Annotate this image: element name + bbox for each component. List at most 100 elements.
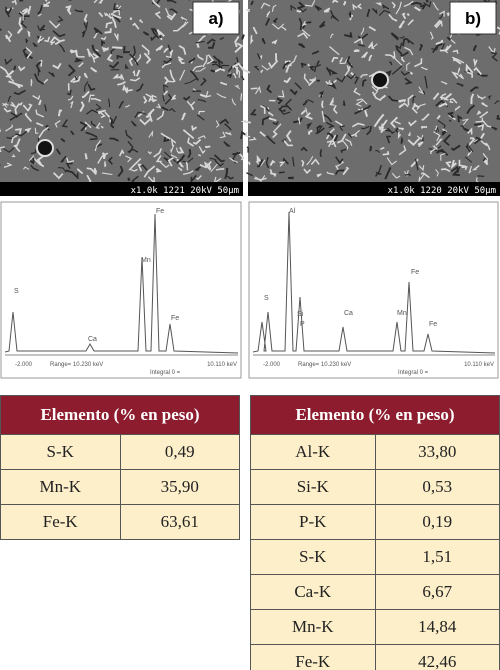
sem-texture xyxy=(321,100,324,109)
sem-texture xyxy=(316,124,322,130)
sem-texture xyxy=(205,90,212,98)
sem-texture xyxy=(271,23,285,30)
sem-texture xyxy=(240,130,247,140)
sem-texture xyxy=(278,90,285,98)
sem-texture xyxy=(433,131,441,142)
sem-texture xyxy=(436,114,441,120)
sem-texture xyxy=(131,120,137,127)
sem-texture xyxy=(354,110,364,115)
sem-texture xyxy=(467,127,473,135)
sem-texture xyxy=(326,121,335,129)
sem-texture xyxy=(227,65,233,72)
sem-texture xyxy=(457,67,461,74)
sem-texture xyxy=(308,78,316,87)
sem-texture xyxy=(197,114,205,121)
sem-texture xyxy=(250,108,257,116)
sem-texture xyxy=(432,43,443,54)
sem-texture xyxy=(300,109,307,115)
sem-texture xyxy=(19,0,24,2)
sem-texture xyxy=(347,132,353,139)
sem-texture xyxy=(482,152,488,164)
sem-texture xyxy=(366,125,372,136)
sem-texture xyxy=(252,26,258,35)
composition-table: Elemento (% en peso) Al-K 33,80 Si-K 0,53 P-K… xyxy=(250,395,500,670)
sem-texture xyxy=(250,0,254,6)
sem-texture xyxy=(407,19,414,26)
sem-texture xyxy=(83,13,88,24)
sem-texture xyxy=(190,174,197,184)
sem-texture xyxy=(282,61,290,70)
sem-texture xyxy=(338,125,345,132)
sem-texture xyxy=(107,156,113,165)
sem-texture xyxy=(163,157,170,163)
sem-texture xyxy=(195,175,202,181)
sem-texture xyxy=(271,39,278,45)
sem-texture xyxy=(353,49,360,53)
sem-texture xyxy=(13,65,16,71)
sem-texture xyxy=(182,21,189,28)
sem-texture xyxy=(378,119,388,131)
sem-texture xyxy=(491,51,498,55)
sem-texture xyxy=(127,148,139,153)
sem-texture xyxy=(44,36,51,43)
sem-texture xyxy=(175,147,180,154)
sem-texture xyxy=(406,37,415,45)
sem-texture xyxy=(331,141,336,146)
sem-texture xyxy=(145,114,152,118)
sem-texture xyxy=(387,127,396,135)
sem-texture xyxy=(301,159,305,167)
sem-texture xyxy=(109,115,118,125)
sem-texture xyxy=(440,168,451,173)
sem-texture xyxy=(98,110,106,119)
sem-texture xyxy=(113,33,119,42)
sem-texture xyxy=(136,83,144,92)
sem-texture xyxy=(15,112,23,119)
sem-texture xyxy=(192,138,202,145)
sem-texture xyxy=(28,155,35,162)
sem-texture xyxy=(35,109,45,118)
sem-texture xyxy=(490,126,498,131)
sem-texture xyxy=(86,48,91,57)
sem-texture xyxy=(250,35,254,45)
sem-texture xyxy=(458,73,464,80)
sem-texture xyxy=(319,91,325,98)
sem-texture xyxy=(185,161,189,171)
sem-texture xyxy=(37,13,42,17)
peak-label: Fe xyxy=(429,321,437,328)
sem-texture xyxy=(131,175,139,184)
sem-texture xyxy=(403,0,414,7)
sem-texture xyxy=(439,10,445,17)
sem-texture xyxy=(491,53,498,62)
sem-texture xyxy=(449,100,454,104)
sem-texture xyxy=(477,175,485,177)
sem-texture xyxy=(401,12,407,20)
sem-texture xyxy=(476,93,483,100)
peak-label: Mn xyxy=(397,310,407,317)
sem-texture xyxy=(90,98,102,102)
peak-label: Fe xyxy=(156,208,164,215)
sem-texture xyxy=(439,44,452,52)
sem-texture xyxy=(209,157,217,161)
sem-texture xyxy=(400,137,404,144)
sem-texture xyxy=(269,159,276,166)
sem-texture xyxy=(451,172,460,177)
sem-texture xyxy=(104,28,112,34)
sem-texture xyxy=(17,65,26,72)
sem-texture xyxy=(420,3,427,10)
sem-texture xyxy=(4,58,13,66)
sem-texture xyxy=(418,173,425,183)
sem-texture xyxy=(454,105,461,112)
sem-texture xyxy=(132,22,140,30)
sem-texture xyxy=(50,41,56,46)
sem-texture xyxy=(330,10,338,21)
sem-texture xyxy=(165,7,173,18)
sem-texture xyxy=(2,102,7,106)
sem-texture xyxy=(268,59,279,70)
sem-texture xyxy=(60,137,66,143)
sem-texture xyxy=(21,8,28,13)
sem-texture xyxy=(408,70,414,75)
sem-texture xyxy=(34,127,39,134)
sem-texture xyxy=(256,159,264,168)
sem-texture xyxy=(129,53,139,66)
sem-texture xyxy=(361,51,369,59)
